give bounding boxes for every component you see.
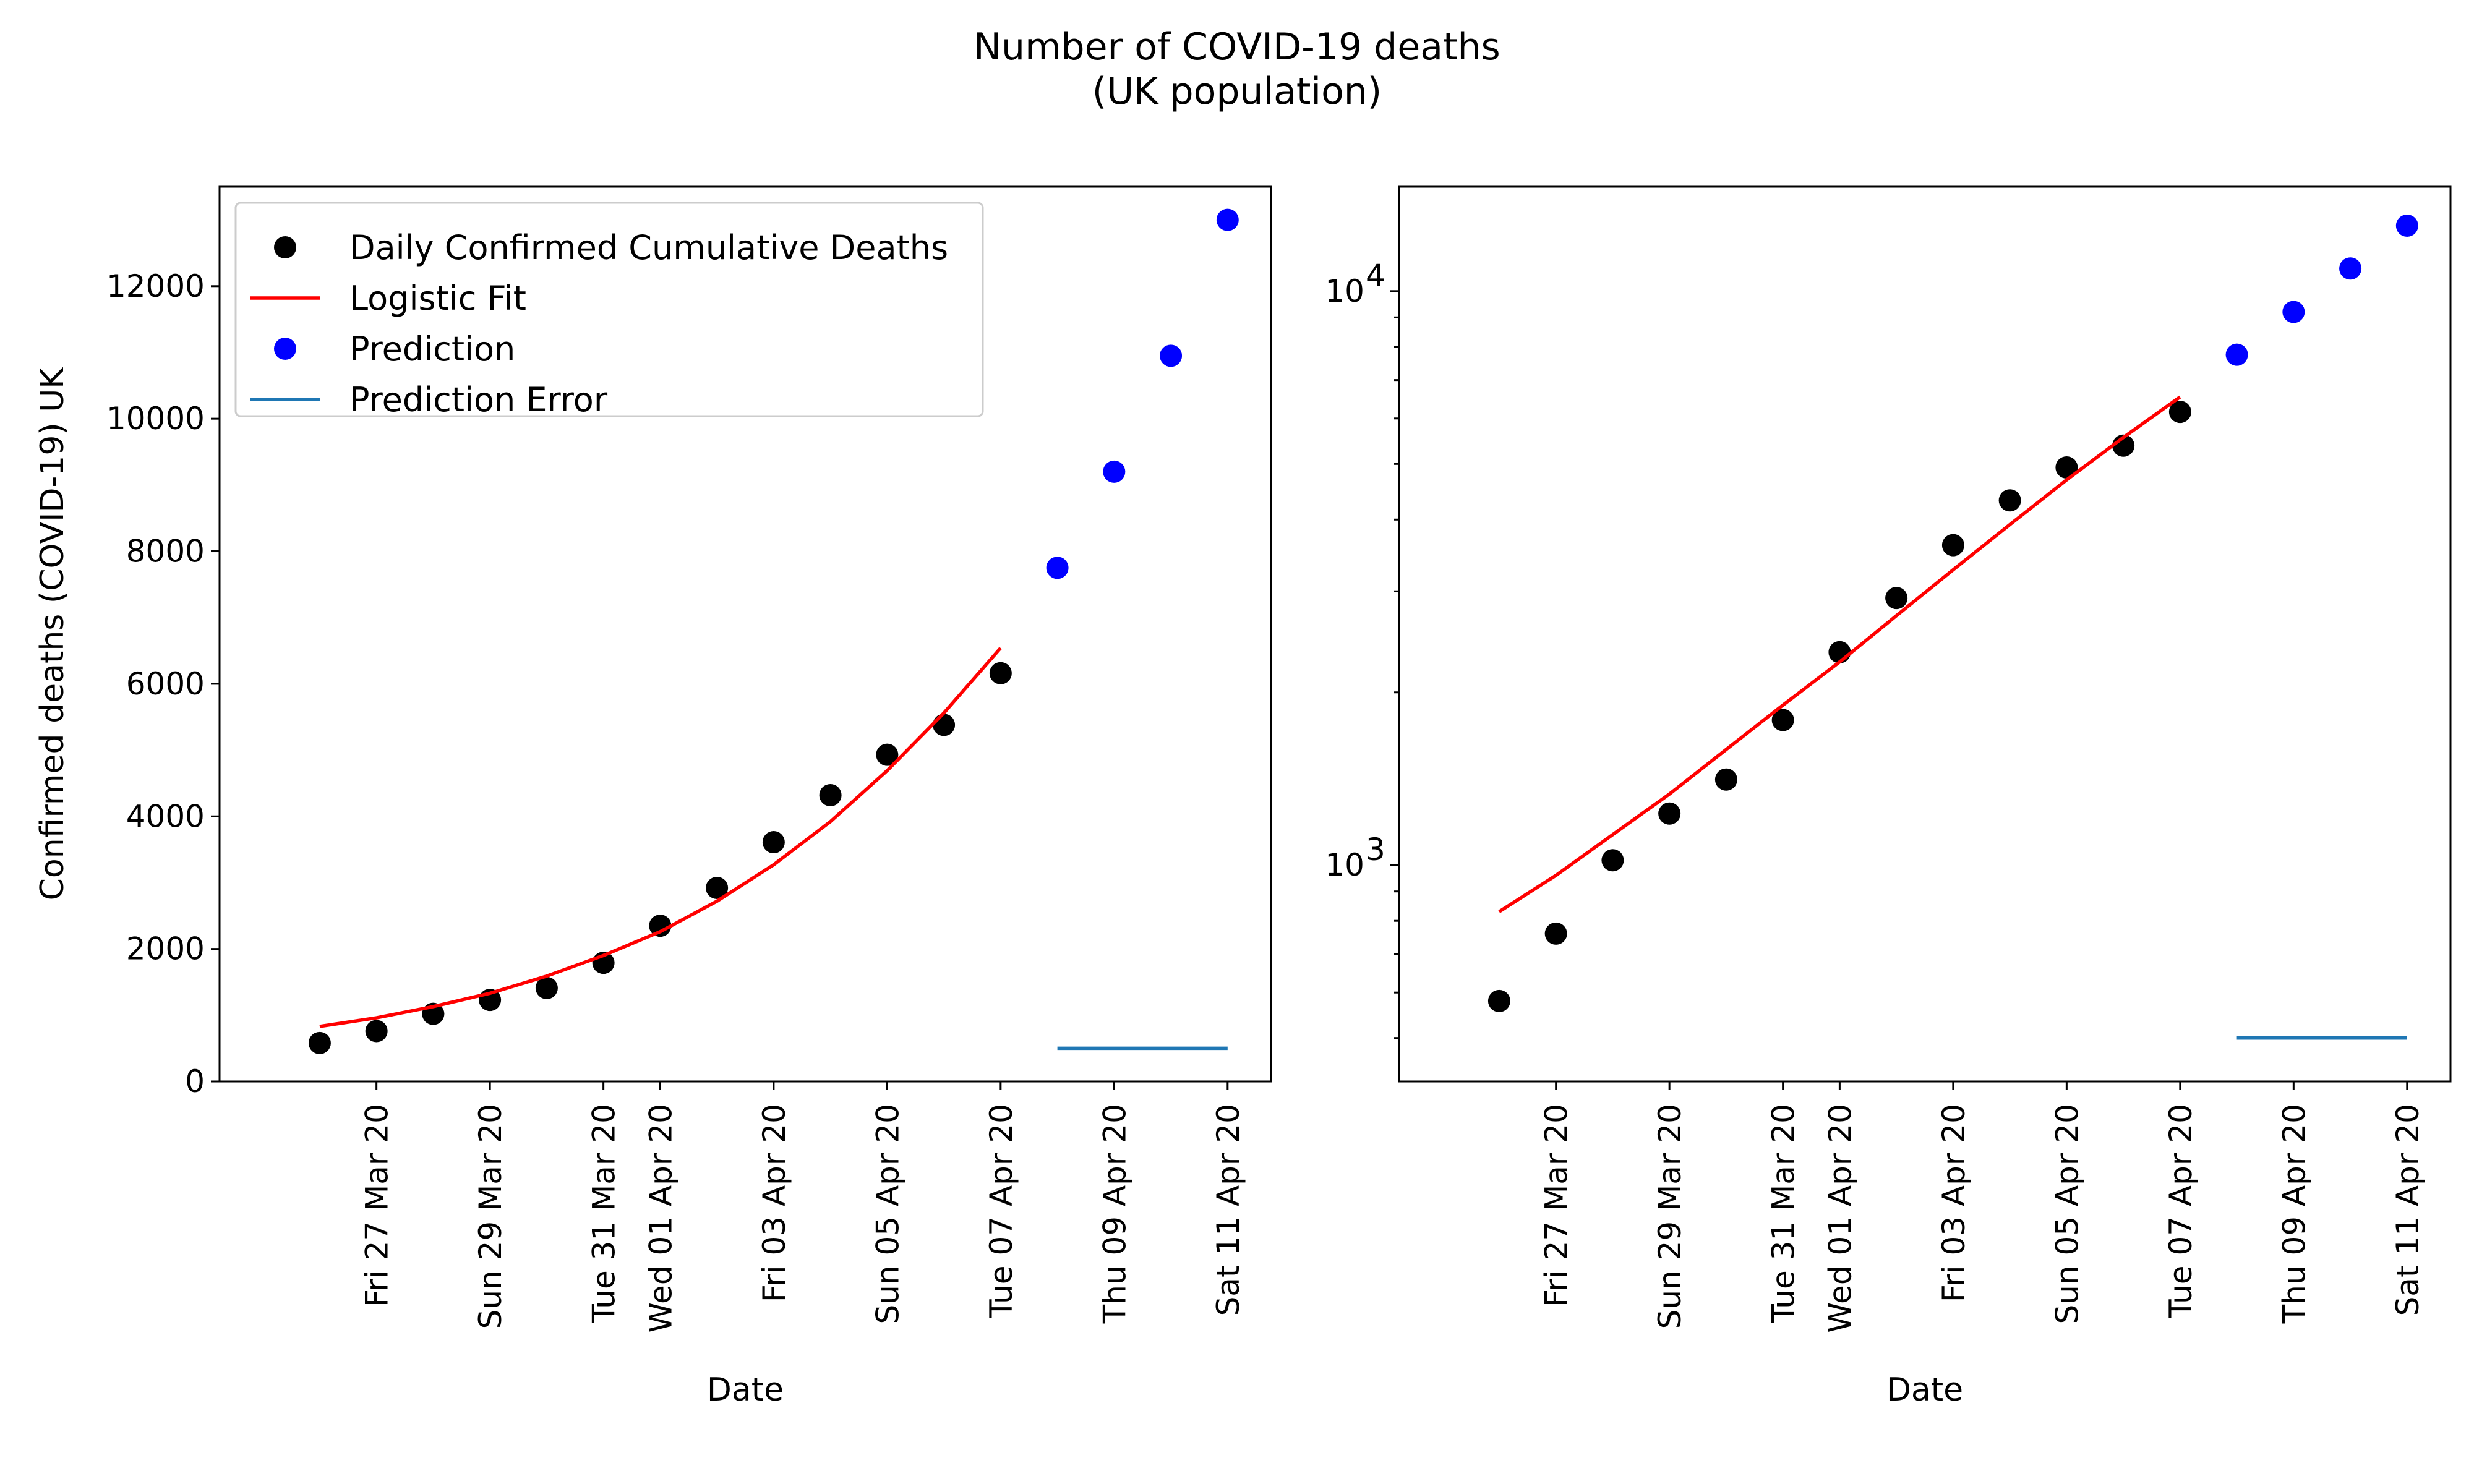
x-tick-label: Fri 03 Apr 20	[1936, 1104, 1972, 1302]
x-tick-label: Tue 07 Apr 20	[2163, 1104, 2199, 1319]
x-tick-label: Sun 05 Apr 20	[870, 1104, 905, 1324]
daily-confirmed-cumulative-deaths-point	[1998, 489, 2021, 512]
logistic-fit-line	[319, 647, 1002, 1028]
x-tick-label: Tue 31 Mar 20	[586, 1104, 622, 1324]
y-tick-label: 6000	[126, 666, 205, 702]
daily-confirmed-cumulative-deaths-point	[989, 662, 1012, 684]
y-tick-label: 8000	[126, 534, 205, 569]
daily-confirmed-cumulative-deaths-point	[535, 976, 558, 999]
x-tick-label: Thu 09 Apr 20	[1097, 1104, 1132, 1324]
prediction-point	[2225, 343, 2248, 366]
logistic-fit-line	[1498, 395, 2181, 913]
x-tick-label: Thu 09 Apr 20	[2276, 1104, 2312, 1324]
x-tick-label: Wed 01 Apr 20	[643, 1104, 678, 1333]
axes-frame	[218, 186, 1272, 1083]
x-tick-label: Fri 27 Mar 20	[1539, 1104, 1575, 1307]
legend-daily-confirmed-cumulative-deaths-marker	[274, 236, 296, 258]
legend-logistic-fit-label: Logistic Fit	[349, 279, 526, 318]
daily-confirmed-cumulative-deaths-point	[706, 877, 729, 900]
legend-daily-confirmed-cumulative-deaths-label: Daily Confirmed Cumulative Deaths	[349, 228, 948, 267]
legend-box	[234, 202, 984, 417]
y-tick-exponent: 3	[1366, 832, 1385, 868]
figure-title-line-2: (UK population)	[1092, 70, 1382, 113]
prediction-point	[2282, 301, 2305, 323]
legend-prediction-label: Prediction	[349, 330, 515, 369]
daily-confirmed-cumulative-deaths-point	[1885, 587, 1908, 610]
figure-title-line-1: Number of COVID-19 deaths	[974, 25, 1500, 69]
daily-confirmed-cumulative-deaths-point	[1601, 849, 1624, 872]
prediction-point	[2395, 215, 2418, 237]
prediction-point	[1216, 208, 1239, 231]
daily-confirmed-cumulative-deaths-point	[365, 1020, 388, 1043]
axes-frame	[1398, 186, 2452, 1083]
legend-prediction-marker	[274, 338, 296, 360]
daily-confirmed-cumulative-deaths-point	[1544, 922, 1567, 945]
daily-confirmed-cumulative-deaths-point	[2055, 456, 2078, 479]
daily-confirmed-cumulative-deaths-point	[762, 831, 785, 854]
y-tick-label: 10000	[106, 401, 205, 437]
x-axis-label: Date	[1886, 1371, 1963, 1409]
y-tick-label: 12000	[106, 268, 205, 304]
daily-confirmed-cumulative-deaths-point	[1941, 534, 1964, 556]
x-tick-label: Sat 11 Apr 20	[2390, 1104, 2426, 1316]
y-tick-label: 4000	[126, 798, 205, 834]
legend-prediction-error-label: Prediction Error	[349, 380, 608, 419]
daily-confirmed-cumulative-deaths-point	[1771, 709, 1794, 731]
y-tick-label: 2000	[126, 931, 205, 967]
x-tick-label: Sat 11 Apr 20	[1210, 1104, 1246, 1316]
daily-confirmed-cumulative-deaths-point	[819, 783, 842, 806]
daily-confirmed-cumulative-deaths-point	[308, 1031, 331, 1054]
left-chart-panel: Fri 27 Mar 20 Sun 29 Mar 20 Tue 31 Mar 20 W…	[34, 186, 1272, 1409]
y-tick-label: 10	[1325, 847, 1364, 883]
x-tick-label: Sun 05 Apr 20	[2049, 1104, 2085, 1324]
daily-confirmed-cumulative-deaths-point	[933, 714, 956, 736]
daily-confirmed-cumulative-deaths-point	[876, 743, 899, 766]
daily-confirmed-cumulative-deaths-point	[649, 915, 672, 937]
x-tick-label: Tue 07 Apr 20	[983, 1104, 1019, 1319]
x-tick-label: Sun 29 Mar 20	[1652, 1104, 1688, 1329]
right-chart-panel: Fri 27 Mar 20 Sun 29 Mar 20 Tue 31 Mar 20 W…	[1325, 186, 2452, 1409]
daily-confirmed-cumulative-deaths-point	[1658, 802, 1681, 825]
x-tick-label: Sun 29 Mar 20	[473, 1104, 508, 1329]
daily-confirmed-cumulative-deaths-point	[1487, 989, 1510, 1012]
prediction-point	[1160, 344, 1183, 367]
prediction-point	[1046, 556, 1069, 579]
x-tick-label: Fri 27 Mar 20	[359, 1104, 395, 1307]
y-tick-exponent: 4	[1366, 258, 1385, 294]
x-axis-label: Date	[707, 1371, 784, 1409]
prediction-point	[1103, 460, 1126, 483]
y-axis-label: Confirmed deaths (COVID-19) UK	[34, 367, 71, 901]
x-tick-label: Fri 03 Apr 20	[756, 1104, 792, 1302]
x-tick-label: Tue 31 Mar 20	[1766, 1104, 1802, 1324]
y-tick-label: 0	[185, 1064, 205, 1099]
daily-confirmed-cumulative-deaths-point	[2168, 401, 2191, 424]
x-tick-label: Wed 01 Apr 20	[1822, 1104, 1858, 1333]
prediction-point	[2339, 257, 2362, 280]
daily-confirmed-cumulative-deaths-point	[1714, 768, 1737, 791]
y-tick-label: 10	[1325, 273, 1364, 309]
